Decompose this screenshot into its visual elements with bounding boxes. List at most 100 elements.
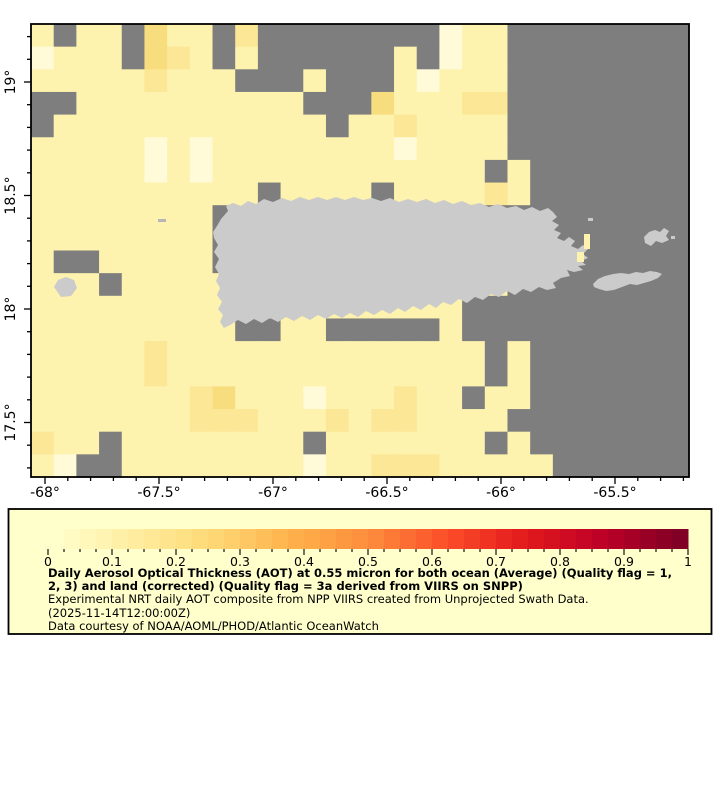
aot-cell <box>643 295 667 320</box>
aot-cell <box>144 363 168 387</box>
aot-cell <box>167 69 191 93</box>
aot-cell <box>484 46 509 70</box>
aot-cell <box>394 69 418 93</box>
aot-cell <box>144 341 168 365</box>
aot-cell <box>598 431 622 455</box>
colorbar-segment <box>528 529 545 549</box>
colorbar-segment <box>544 529 561 549</box>
aot-cell <box>167 137 191 161</box>
aot-cell <box>31 431 55 455</box>
aot-cell <box>484 386 509 410</box>
aot-cell <box>394 409 418 433</box>
aot-cell <box>121 114 146 138</box>
aot-cell <box>189 159 214 184</box>
aot-cell <box>31 227 55 252</box>
colorbar-segment <box>560 529 577 549</box>
colorbar-segment <box>416 529 433 549</box>
aot-cell <box>462 91 486 116</box>
aot-cell <box>167 386 191 410</box>
aot-cell <box>530 91 554 116</box>
aot-cell <box>507 137 531 161</box>
aot-cell <box>235 386 259 410</box>
aot-cell <box>462 159 486 184</box>
aot-cell <box>620 159 645 184</box>
aot-cell <box>371 386 395 410</box>
aot-cell <box>31 159 55 184</box>
aot-cell <box>235 431 259 455</box>
aot-cell <box>416 431 441 455</box>
aot-cell <box>552 454 577 478</box>
aot-cell <box>416 114 441 138</box>
aot-cell <box>144 159 168 184</box>
aot-cell <box>530 137 554 161</box>
island-puerto-rico <box>213 197 588 328</box>
aot-cell <box>257 318 282 342</box>
aot-cell <box>235 363 259 387</box>
aot-cell <box>76 91 100 116</box>
aot-cell <box>439 46 463 70</box>
colorbar-segment <box>256 529 273 549</box>
aot-cell <box>462 46 486 70</box>
aot-cell <box>416 318 441 342</box>
aot-cell <box>530 386 554 410</box>
aot-cell <box>167 273 191 297</box>
aot-cell <box>235 24 259 48</box>
aot-cell <box>189 318 214 342</box>
colorbar-segment <box>288 529 305 549</box>
aot-cell <box>303 409 327 433</box>
colorbar-segment <box>128 529 145 549</box>
aot-cell <box>507 341 531 365</box>
aot-cell <box>394 386 418 410</box>
aot-cell <box>507 295 531 320</box>
aot-cell <box>643 114 667 138</box>
aot-cell <box>144 227 168 252</box>
colorbar-segment <box>480 529 497 549</box>
aot-cell <box>666 205 690 229</box>
aot-cell <box>575 454 599 478</box>
aot-cell <box>620 227 645 252</box>
aot-cell <box>212 69 236 93</box>
aot-cell <box>212 386 236 410</box>
aot-cell <box>167 409 191 433</box>
aot-cell <box>99 91 123 116</box>
aot-cell <box>552 205 577 229</box>
aot-cell <box>530 69 554 93</box>
aot-cell <box>439 182 463 206</box>
aot-cell <box>212 182 236 206</box>
aot-cell <box>31 454 55 478</box>
aot-cell <box>99 341 123 365</box>
aot-cell <box>394 114 418 138</box>
aot-cell <box>53 91 77 116</box>
aot-cell <box>439 24 463 48</box>
aot-cell <box>620 182 645 206</box>
aot-cell <box>76 295 100 320</box>
aot-cell <box>99 295 123 320</box>
aot-cell <box>121 386 146 410</box>
aot-cell <box>416 386 441 410</box>
aot-cell <box>121 250 146 274</box>
aot-cell <box>76 114 100 138</box>
aot-cell <box>303 91 327 116</box>
colorbar-tick-label: 0.1 <box>102 554 122 569</box>
aot-cell <box>121 227 146 252</box>
aot-cell <box>189 205 214 229</box>
aot-cell <box>394 137 418 161</box>
aot-cell <box>620 137 645 161</box>
aot-cell <box>394 454 418 478</box>
aot-cell <box>99 114 123 138</box>
colorbar-segment <box>592 529 609 549</box>
aot-cell <box>189 454 214 478</box>
aot-cell <box>552 182 577 206</box>
colorbar-segment <box>368 529 385 549</box>
aot-cell <box>530 46 554 70</box>
colorbar-segment <box>464 529 481 549</box>
aot-cell <box>189 431 214 455</box>
aot-cell <box>416 341 441 365</box>
aot-cell <box>257 409 282 433</box>
aot-cell <box>552 91 577 116</box>
aot-cell <box>235 114 259 138</box>
aot-cell <box>484 69 509 93</box>
colorbar-segment <box>80 529 97 549</box>
east-tip-water-sliver-1 <box>584 234 590 249</box>
